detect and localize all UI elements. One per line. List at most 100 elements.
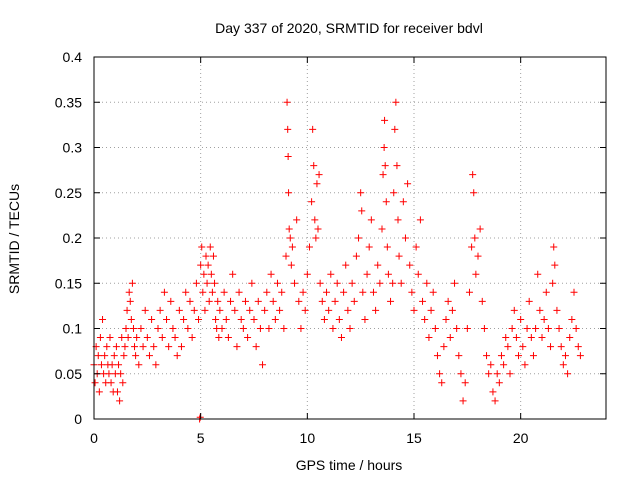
data-point <box>350 297 358 305</box>
data-point <box>363 270 371 278</box>
data-point <box>252 343 260 351</box>
data-point <box>379 171 387 179</box>
data-point <box>410 306 418 314</box>
data-point <box>305 243 313 251</box>
data-point <box>468 243 476 251</box>
data-point <box>487 361 495 369</box>
data-point <box>112 343 120 351</box>
data-point <box>128 279 136 287</box>
data-point <box>401 234 409 242</box>
data-point <box>568 315 576 323</box>
data-point <box>103 343 111 351</box>
y-tick-label: 0.3 <box>63 140 83 156</box>
data-point <box>188 334 196 342</box>
data-point <box>250 315 258 323</box>
data-point <box>115 361 123 369</box>
data-point <box>547 343 555 351</box>
data-point <box>222 315 230 323</box>
data-point <box>145 352 153 360</box>
data-point <box>551 261 559 269</box>
data-point <box>380 144 388 151</box>
data-point <box>384 270 392 278</box>
data-point <box>383 243 391 251</box>
data-point <box>404 180 412 188</box>
data-point <box>207 270 215 278</box>
data-point <box>474 252 482 260</box>
data-point <box>564 370 572 378</box>
data-point <box>235 288 243 296</box>
data-point <box>152 361 160 369</box>
data-point <box>438 379 446 387</box>
data-point <box>97 361 105 369</box>
data-point <box>412 243 420 251</box>
data-point <box>534 270 542 278</box>
data-point <box>276 306 284 314</box>
data-point <box>320 315 328 323</box>
data-point <box>309 125 317 133</box>
data-point <box>254 297 262 305</box>
data-point <box>361 315 369 323</box>
data-point <box>344 306 352 314</box>
y-tick-label: 0.1 <box>63 321 83 337</box>
data-point <box>570 288 578 296</box>
y-axis-label: SRMTID / TECUs <box>6 184 22 294</box>
data-point <box>143 334 151 342</box>
data-point <box>123 306 131 314</box>
data-point <box>423 279 431 287</box>
data-point <box>325 306 333 314</box>
data-point <box>576 352 584 360</box>
data-point <box>261 306 269 314</box>
data-point <box>357 189 365 197</box>
data-point <box>491 397 499 405</box>
data-point <box>199 288 207 296</box>
data-point <box>186 297 194 305</box>
data-point <box>120 352 128 360</box>
data-point <box>378 225 386 233</box>
data-point <box>337 334 345 342</box>
data-point <box>208 288 216 296</box>
data-point <box>105 370 113 378</box>
data-point <box>203 279 211 287</box>
data-point <box>313 180 321 188</box>
data-point <box>204 261 212 269</box>
data-point <box>440 343 448 351</box>
data-point <box>427 306 435 314</box>
data-point <box>117 370 125 378</box>
data-point <box>269 297 277 305</box>
data-point <box>167 297 175 305</box>
data-point <box>557 343 565 351</box>
data-point <box>141 306 149 314</box>
data-point <box>215 334 223 342</box>
data-point <box>259 361 267 369</box>
data-point <box>314 225 322 233</box>
data-point <box>165 343 173 351</box>
data-point <box>271 315 279 323</box>
data-point <box>365 243 373 251</box>
data-point <box>121 343 129 351</box>
data-point <box>395 252 403 260</box>
data-point <box>355 234 363 242</box>
data-point <box>107 379 115 387</box>
y-tick-label: 0.25 <box>55 185 82 201</box>
data-point <box>387 297 395 305</box>
data-point <box>394 216 402 224</box>
data-point <box>229 270 237 278</box>
data-point <box>478 297 486 305</box>
data-point <box>451 279 459 287</box>
data-point <box>408 288 416 296</box>
axis-ticks: 0 5 10 15 20 0 0.05 0.1 0.15 0.2 0.25 0.3 0.35 0.4 <box>55 49 606 446</box>
data-point <box>429 288 437 296</box>
data-point <box>508 325 516 332</box>
data-point <box>536 306 544 314</box>
data-point <box>348 279 356 287</box>
data-point <box>465 288 473 296</box>
x-tick-label: 5 <box>197 430 205 446</box>
data-point <box>175 306 183 314</box>
data-point <box>119 379 127 387</box>
data-point <box>295 297 303 305</box>
data-point <box>416 216 424 224</box>
data-point <box>318 297 326 305</box>
data-point <box>299 288 307 296</box>
data-point <box>224 334 232 342</box>
